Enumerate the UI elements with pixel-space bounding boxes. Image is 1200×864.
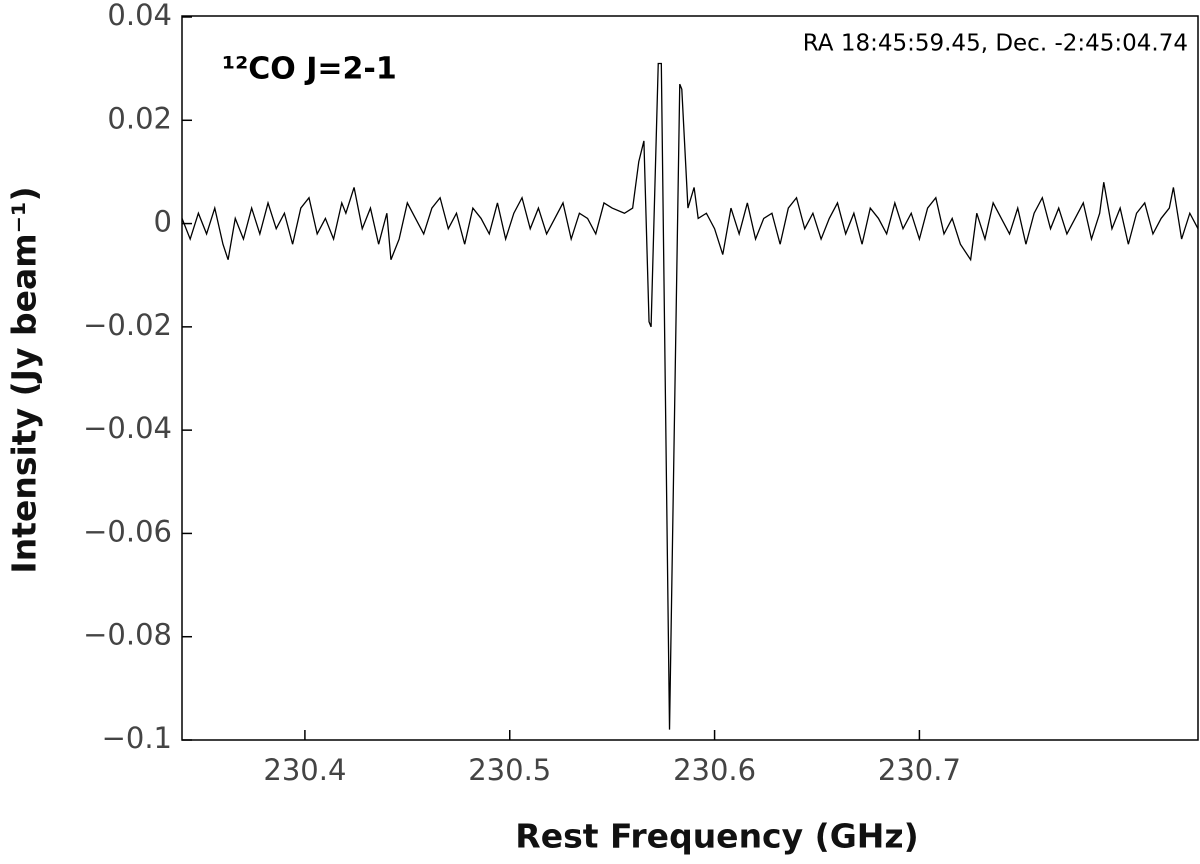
y-tick-label: −0.04 [83,411,172,445]
y-tick-label: 0 [154,205,172,239]
x-tick-label: 230.4 [263,753,346,787]
y-tick-label: −0.08 [83,618,172,652]
x-tick-label: 230.7 [878,753,961,787]
y-tick-label: −0.02 [83,308,172,342]
coordinates-annotation: RA 18:45:59.45, Dec. -2:45:04.74 [803,31,1188,57]
y-axis-label: Intensity (Jy beam⁻¹) [5,186,44,573]
line-label: ¹²CO J=2-1 [222,52,397,87]
plot-frame [181,15,1199,741]
y-tick-label: −0.1 [102,721,172,755]
x-axis-label: Rest Frequency (GHz) [515,817,918,856]
y-tick-label: 0.04 [107,0,172,32]
spectrum-line [181,62,1199,730]
x-tick-label: 230.6 [673,753,756,787]
y-tick-label: −0.06 [83,514,172,548]
y-tick-label: 0.02 [107,101,172,135]
x-tick-label: 230.5 [468,753,551,787]
